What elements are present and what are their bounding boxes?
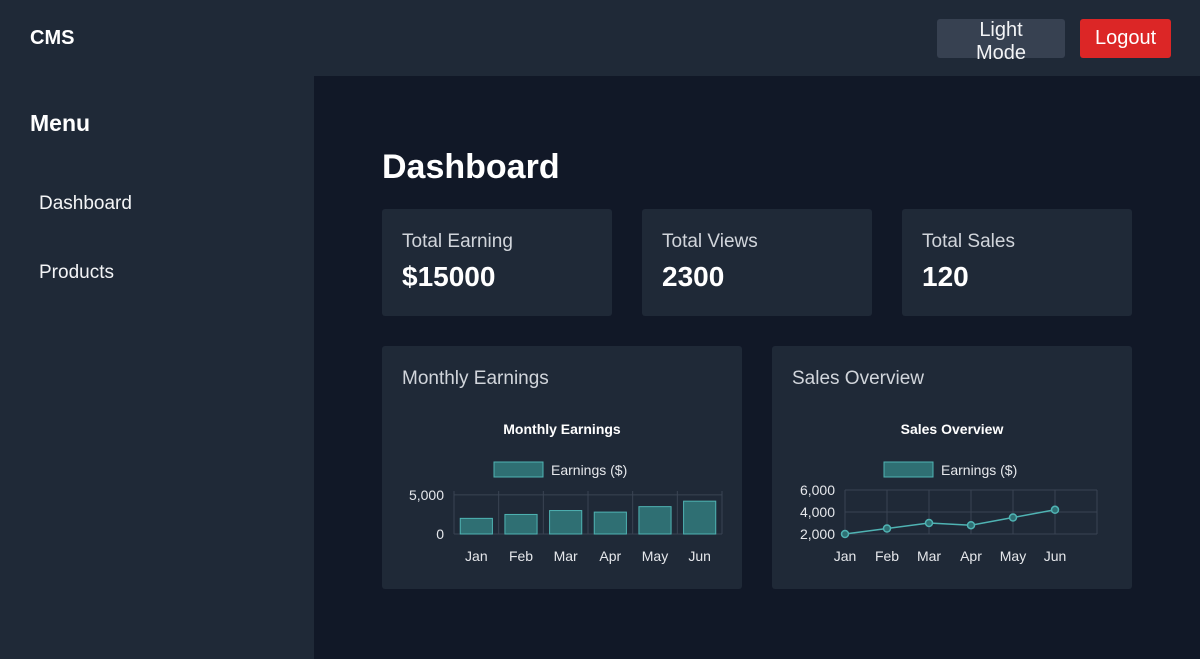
x-tick-label: May [1000, 548, 1026, 564]
legend-swatch [493, 461, 544, 478]
data-point [840, 529, 850, 539]
x-tick-label: Jun [688, 548, 711, 564]
bar [683, 500, 717, 535]
bar [504, 513, 538, 535]
monthly-earnings-card: Monthly Earnings Monthly Earnings Earning… [382, 346, 742, 589]
x-tick-label: Feb [509, 548, 533, 564]
legend-label: Earnings ($) [551, 462, 627, 478]
menu-title: Menu [30, 110, 91, 136]
bar [459, 517, 493, 535]
chart-title: Monthly Earnings [503, 421, 621, 437]
stat-value: 120 [922, 261, 969, 292]
light-mode-button[interactable]: Light Mode [937, 18, 1065, 64]
y-tick-label: 2,000 [800, 526, 835, 542]
data-point [882, 524, 892, 533]
x-tick-label: Mar [917, 548, 941, 564]
stat-label: Total Earning [402, 231, 513, 252]
data-point [1008, 513, 1018, 522]
legend-label: Earnings ($) [941, 462, 1017, 478]
page-title: Dashboard [382, 148, 560, 186]
x-tick-label: May [642, 548, 668, 564]
main-content: Dashboard Total Earning $15000 Total Vie… [314, 76, 1200, 659]
sales-overview-chart: Sales Overview Earnings ($) 2,000 4,000 6,00… [800, 421, 1098, 564]
sidebar-item-dashboard[interactable]: Dashboard [39, 193, 132, 214]
y-tick-label: 6,000 [800, 482, 835, 498]
series-line [844, 509, 1056, 535]
bar [549, 510, 583, 535]
chart-title: Sales Overview [901, 421, 1004, 437]
stat-label: Total Views [662, 231, 758, 252]
sidebar-nav: Dashboard Products [30, 193, 314, 284]
stat-value: 2300 [662, 261, 725, 292]
x-tick-label: Mar [554, 548, 578, 564]
logout-button[interactable]: Logout [1080, 18, 1171, 58]
stat-card-total-views: Total Views 2300 [642, 209, 872, 316]
stat-card-total-earning: Total Earning $15000 [382, 209, 612, 316]
brand-logo: CMS [30, 26, 75, 49]
sidebar-item-products[interactable]: Products [39, 262, 114, 283]
chart-card-heading: Monthly Earnings [402, 368, 549, 389]
x-tick-label: Apr [599, 548, 621, 564]
sales-overview-card: Sales Overview Sales Overview Earnings ($… [772, 346, 1132, 589]
top-bar: CMS Light Mode Logout [0, 0, 1200, 76]
data-point [966, 520, 976, 530]
chart-card-heading: Sales Overview [792, 368, 924, 389]
data-point [924, 518, 934, 528]
x-tick-label: Feb [875, 548, 899, 564]
x-tick-label: Jun [1044, 548, 1067, 564]
bar [638, 506, 672, 535]
bar [593, 511, 627, 535]
stat-value: $15000 [402, 261, 496, 292]
header-actions: Light Mode Logout [937, 18, 1171, 64]
y-tick-label: 5,000 [409, 487, 444, 503]
y-tick-label: 4,000 [800, 504, 835, 520]
y-tick-label: 0 [436, 526, 444, 542]
legend-swatch [883, 461, 934, 478]
data-point [1050, 505, 1060, 515]
monthly-earnings-chart: Monthly Earnings Earnings ($) 0 5,000 Jan Feb… [409, 421, 723, 564]
x-tick-label: Jan [834, 548, 857, 564]
stat-label: Total Sales [922, 231, 1015, 252]
x-tick-label: Apr [960, 548, 982, 564]
x-tick-label: Jan [465, 548, 488, 564]
stat-card-total-sales: Total Sales 120 [902, 209, 1132, 316]
sidebar: Menu Dashboard Products [0, 76, 314, 659]
